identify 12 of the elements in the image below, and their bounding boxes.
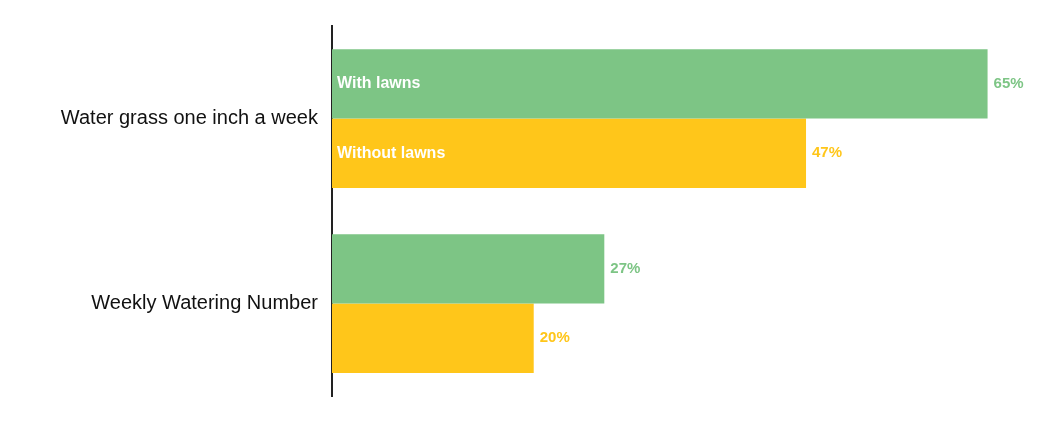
- data-label: 65%: [993, 73, 1024, 91]
- y-tick-label: Weekly Watering Number: [91, 291, 319, 314]
- bar: [332, 234, 605, 304]
- data-label: 27%: [610, 258, 641, 276]
- data-label: 20%: [539, 328, 570, 346]
- bar: [332, 303, 534, 373]
- data-label: 47%: [812, 143, 843, 161]
- y-tick-label: Water grass one inch a week: [60, 106, 319, 129]
- series-label: Without lawns: [337, 143, 446, 161]
- series-label: With lawns: [337, 74, 421, 92]
- bar: [332, 49, 988, 119]
- bar: [332, 118, 807, 188]
